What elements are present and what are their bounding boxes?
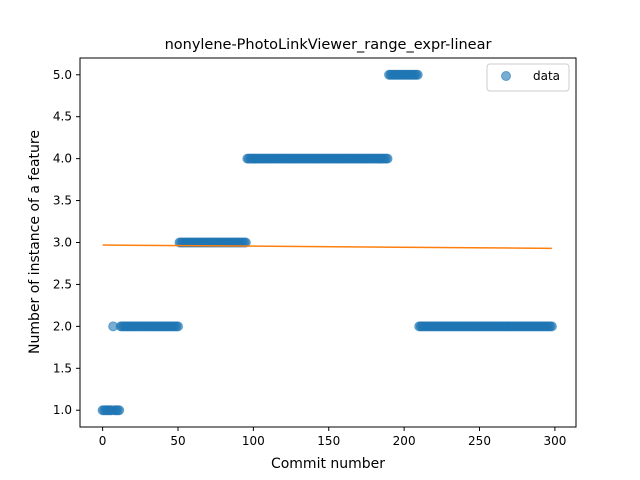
y-tick-label: 3.0 xyxy=(53,236,72,250)
data-point xyxy=(240,237,251,248)
y-tick-label: 4.5 xyxy=(53,110,72,124)
y-tick-label: 3.5 xyxy=(53,194,72,208)
x-tick-label: 100 xyxy=(242,434,265,448)
y-tick-label: 1.5 xyxy=(53,361,72,375)
legend-box xyxy=(486,63,570,92)
data-point xyxy=(172,321,183,332)
y-tick-label: 2.5 xyxy=(53,277,72,291)
scatter-points xyxy=(97,69,557,416)
fit-line xyxy=(102,244,552,250)
x-tick-label: 300 xyxy=(543,434,566,448)
y-tick-label: 4.0 xyxy=(53,152,72,166)
data-point xyxy=(412,69,423,80)
y-axis-label: Number of instance of a feature xyxy=(27,130,43,354)
data-point xyxy=(114,405,125,416)
x-axis-label: Commit number xyxy=(271,456,385,472)
x-tick-label: 0 xyxy=(99,434,107,448)
y-tick-label: 2.0 xyxy=(53,319,72,333)
y-axis-ticks: 1.0 1.5 2.0 2.5 3.0 3.5 4.0 4.5 5.0 xyxy=(53,68,80,417)
x-axis-ticks: 0 50 100 150 200 250 300 xyxy=(99,427,566,448)
legend: data xyxy=(486,63,570,92)
data-point xyxy=(546,321,557,332)
x-tick-label: 200 xyxy=(393,434,416,448)
x-tick-label: 50 xyxy=(170,434,185,448)
x-tick-label: 150 xyxy=(317,434,340,448)
data-point xyxy=(382,153,393,164)
fit-line-layer xyxy=(102,244,552,250)
y-tick-label: 5.0 xyxy=(53,68,72,82)
y-tick-label: 1.0 xyxy=(53,403,72,417)
legend-marker-data xyxy=(501,71,511,81)
x-tick-label: 250 xyxy=(468,434,491,448)
legend-label-data: data xyxy=(533,69,560,83)
chart-title: nonylene-PhotoLinkViewer_range_expr-line… xyxy=(165,37,492,53)
